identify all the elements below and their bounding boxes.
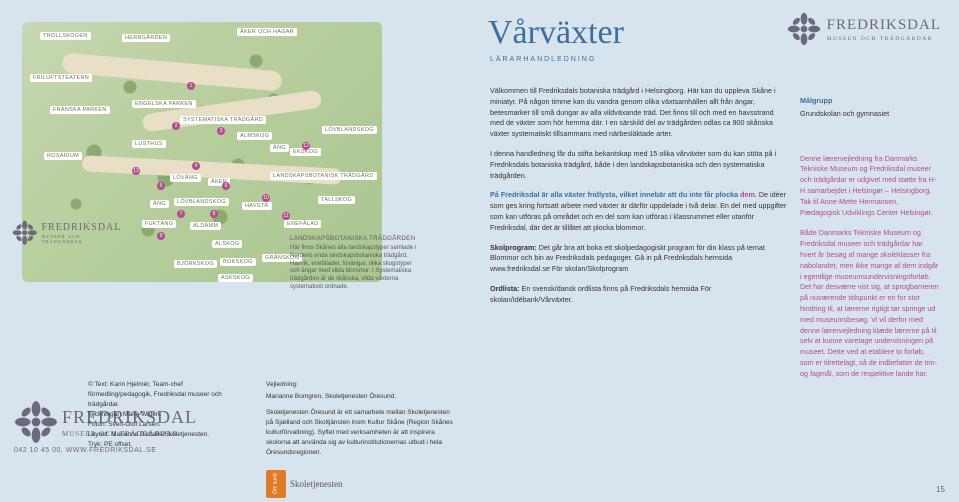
flower-icon xyxy=(787,12,821,46)
vejledning-heading: Vejledning: xyxy=(266,380,456,390)
credit-line: Tryk: PE offset. xyxy=(88,440,248,450)
map-pin: 12 xyxy=(302,142,310,150)
map-pin: 4 xyxy=(192,162,200,170)
map-label: ÄNG xyxy=(150,200,169,208)
brand-tagline: MUSEER OCH TRÄDGÅRDAR xyxy=(827,36,941,42)
map-label: BJÖRKSKOG xyxy=(174,260,217,268)
brand-name: FREDRIKSDAL xyxy=(827,17,941,34)
danish-info-block: Denne lærervejledning fra Danmarks Tekni… xyxy=(800,154,940,380)
map-pin: 10 xyxy=(262,194,270,202)
paragraph-fridlysta: På Fredriksdal är alla växter fridlysta,… xyxy=(490,190,788,233)
malgrupp-heading: Målgrupp xyxy=(800,96,940,107)
brand-tagline: MUSEER OCH TRÄDGÅRDAR xyxy=(41,234,122,244)
map-label: SYSTEMATISKA TRÄDGÅRD xyxy=(180,116,266,124)
map-label: ÅKER OCH HAGAR xyxy=(237,28,297,36)
page-right: Vårväxter LÄRARHANDLEDNING FREDRIKSDAL M… xyxy=(480,0,959,502)
map-pin: 7 xyxy=(177,210,185,218)
map-label: HAVSTR xyxy=(242,202,272,210)
map-label: LUSTHUS xyxy=(132,140,166,148)
map-pin: 8 xyxy=(210,210,218,218)
map-label: FRILUFTSTEATERN xyxy=(30,74,92,82)
map-pin: 3 xyxy=(217,127,225,135)
map-label: LÖVBLANDSKOG xyxy=(322,126,377,134)
credit-line: Layout: Marianne Bisballe/Skoletjenesten… xyxy=(88,430,248,440)
map-desc-text: Här finns Skånes alla landskapstyper sam… xyxy=(290,245,420,292)
fredriksdal-logo-right: FREDRIKSDAL MUSEER OCH TRÄDGÅRDAR xyxy=(787,12,941,46)
map-pin: 2 xyxy=(172,122,180,130)
map-label: ENEFÄLAD xyxy=(284,220,321,228)
map-pin: 5 xyxy=(157,182,165,190)
map-desc-heading: LANDSKAPSBOTANISKA TRÄDGÅRDEN xyxy=(290,235,420,243)
fredriksdal-logo-small: FREDRIKSDAL MUSEER OCH TRÄDGÅRDAR xyxy=(12,220,122,246)
map-label: TALLSKOG xyxy=(318,196,355,204)
lead-bold: Ordlista: xyxy=(490,284,520,293)
page-subtitle: LÄRARHANDLEDNING xyxy=(490,56,596,63)
lead-magenta: dem. xyxy=(740,190,757,199)
map-pin: 11 xyxy=(282,212,290,220)
map-label: ROSARIUM xyxy=(44,152,82,160)
credit-line: Text: Karin Hjelmér, Team-chef förmedlin… xyxy=(88,380,248,410)
map-pin: 1 xyxy=(187,82,195,90)
map-label: ÄNG xyxy=(270,144,289,152)
map-label: ALSKOG xyxy=(212,240,242,248)
oresund-box-icon: Öre sund xyxy=(266,470,286,498)
credits-block: Text: Karin Hjelmér, Team-chef förmedlin… xyxy=(88,380,248,450)
lead-bold: Skolprogram: xyxy=(490,243,537,252)
map-label: ALMSKOG xyxy=(237,132,272,140)
flower-icon xyxy=(12,220,37,246)
dk-paragraph: Både Danmarks Tekniske Museum og Fredrik… xyxy=(800,228,940,379)
paragraph-rest: En svensk/dansk ordlista finns på Fredri… xyxy=(490,284,711,304)
map-label: LANDSKAPSBOTANISK TRÄDGÅRD xyxy=(270,172,377,180)
paragraph-skolprogram: Skolprogram: Det går bra att boka ett sk… xyxy=(490,243,788,275)
page-number: 15 xyxy=(936,485,945,494)
brand-name: FREDRIKSDAL xyxy=(41,222,122,233)
page-left: TROLLSKOGEN HERRGÅRDEN ÅKER OCH HAGAR FRILU… xyxy=(0,0,480,502)
map-label: TROLLSKOGEN xyxy=(40,32,91,40)
skoletjenesten-logo: Öre sund Skoletjenesten xyxy=(266,470,343,498)
map-label: ALDAMM xyxy=(190,222,221,230)
map-label: LÖVÄNG xyxy=(170,174,201,182)
paragraph: I denna handledning får du stifta bekant… xyxy=(490,149,788,181)
credit-line: Teckningar: Marie Widén. xyxy=(88,410,248,420)
dk-paragraph: Denne lærervejledning fra Danmarks Tekni… xyxy=(800,154,940,219)
map-label: ENGELSKA PARKEN xyxy=(132,100,196,108)
vejledning-block: Vejledning: Marianne Bomgren, Skoletjene… xyxy=(266,380,456,458)
page-title: Vårväxter xyxy=(488,14,624,52)
map-label: BOKSKOG xyxy=(220,258,256,266)
map-label: FRANSKA PARKEN xyxy=(50,106,110,114)
map-pin: 6 xyxy=(222,182,230,190)
map-label: HERRGÅRDEN xyxy=(122,34,170,42)
vejledning-name: Marianne Bomgren, Skoletjenesten Öresund… xyxy=(266,392,456,402)
credit-line: Foton: Sven-Olof Larsén. xyxy=(88,420,248,430)
body-column: Välkommen till Fredriksdals botaniska tr… xyxy=(490,86,788,315)
map-label: LÖVBLANDSKOG xyxy=(174,198,229,206)
intro-paragraph: Välkommen till Fredriksdals botaniska tr… xyxy=(490,86,788,140)
lead-blue: På Fredriksdal är alla växter fridlysta,… xyxy=(490,190,740,199)
map-label: FUKTÄNG xyxy=(142,220,176,228)
malgrupp-text: Grundskolan och gymnasiet xyxy=(800,109,940,120)
vejledning-body: Skoletjenesten Öresund är ett samarbete … xyxy=(266,408,456,458)
map-pin: 13 xyxy=(132,167,140,175)
flower-icon xyxy=(14,400,58,444)
map-label: ASKSKOG xyxy=(218,274,253,282)
paragraph-ordlista: Ordlista: En svensk/dansk ordlista finns… xyxy=(490,284,788,306)
skoletjenesten-text: Skoletjenesten xyxy=(290,479,343,489)
side-column: Målgrupp Grundskolan och gymnasiet Denne… xyxy=(800,96,940,390)
map-description: LANDSKAPSBOTANISKA TRÄDGÅRDEN Här finns … xyxy=(290,235,420,292)
map-pin: 9 xyxy=(157,232,165,240)
